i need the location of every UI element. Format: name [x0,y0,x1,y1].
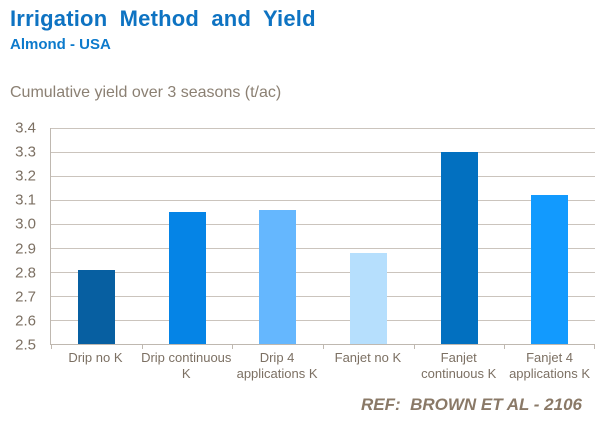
gridline [51,128,595,129]
y-tick-label: 3.2 [15,167,36,185]
bar-drip-no-k [77,269,115,344]
y-tick-label: 2.8 [15,264,36,282]
bar-fanjet-no-k [349,252,387,344]
x-axis-tick [232,344,234,349]
reference-text: REF: BROWN ET AL - 2106 [360,395,582,414]
bar-fanjet-continuous-k [440,152,478,344]
y-tick-label: 3.4 [15,119,36,137]
plot-area [50,128,595,349]
gridline [51,296,595,297]
x-tick-label: Fanjet 4 applications K [509,350,591,381]
x-axis-tick [413,344,415,349]
y-tick-label: 3.0 [15,215,36,233]
page-title: Irrigation Method and Yield [10,6,316,31]
y-axis-labels: 2.5 2.6 2.7 2.8 2.9 3.0 3.1 3.2 3.3 3.4 [0,120,36,354]
gridline [51,271,595,273]
gridline [51,320,595,321]
x-tick-label: Drip no K [68,350,123,365]
gridline [51,248,595,249]
x-axis-tick [504,344,506,349]
x-axis-labels: Drip no K Drip continuous K Drip 4 applica… [50,350,595,382]
gridline [51,224,595,225]
x-tick-label: Drip continuous K [141,350,232,381]
gridline [51,152,595,153]
x-tick-label: Fanjet no K [334,350,402,365]
x-axis-tick [323,344,324,349]
y-tick-label: 3.1 [15,191,36,209]
page-subtitle: Almond - USA [10,36,111,53]
x-tick-label: Drip 4 applications K [236,350,318,381]
y-tick-label: 3.3 [15,143,36,161]
x-axis-tick [141,344,143,349]
bar-fanjet-4-applications-k [531,195,569,344]
chart-axis-title: Cumulative yield over 3 seasons (t/ac) [10,84,282,101]
y-tick-label: 2.6 [15,312,36,330]
x-axis-tick [594,344,595,349]
y-tick-label: 2.9 [15,240,36,258]
x-tick-label: Fanjet continuous K [421,350,497,381]
gridline [51,176,595,177]
gridline [51,199,595,201]
x-axis-tick [51,344,52,349]
bar-drip-continuous-k [168,212,206,344]
y-tick-label: 2.5 [15,336,36,354]
y-tick-label: 2.7 [15,288,36,306]
bar-drip-4-applications-k [259,209,297,344]
